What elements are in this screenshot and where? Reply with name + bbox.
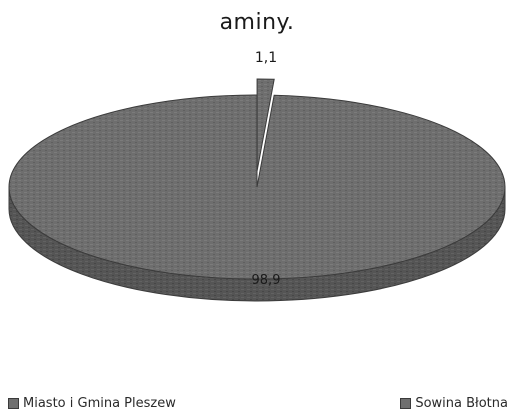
- legend-item-miasto: Miasto i Gmina Pleszew: [8, 396, 176, 411]
- chart-title: aminy.: [219, 10, 295, 35]
- data-label-miasto: 98,9: [252, 273, 281, 288]
- pie-chart: 1,1 98,9: [8, 50, 506, 302]
- legend-swatch: [8, 398, 19, 409]
- legend-label: Miasto i Gmina Pleszew: [23, 396, 176, 411]
- legend-label: Sowina Błotna: [415, 396, 508, 411]
- chart-legend: Miasto i Gmina Pleszew Sowina Błotna: [0, 396, 514, 414]
- legend-item-sowina: Sowina Błotna: [400, 396, 508, 411]
- pie-slice-miasto: [8, 94, 506, 280]
- pie-slice-sowina: [256, 78, 275, 172]
- legend-swatch: [400, 398, 412, 409]
- data-label-sowina: 1,1: [255, 50, 277, 66]
